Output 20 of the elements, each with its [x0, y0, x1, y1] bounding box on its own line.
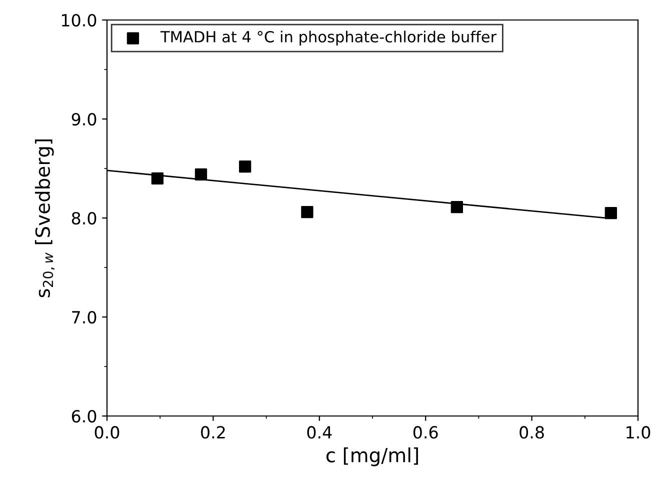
- point: [151, 172, 164, 184]
- point: [238, 160, 252, 173]
- y-tick-label: 7.0: [72, 310, 96, 324]
- x-tick-label: 0.6: [413, 426, 438, 439]
- x-tick-label: 0.2: [201, 426, 225, 439]
- x-tick-label: 0.0: [94, 426, 120, 439]
- x-tick-label: 0.8: [520, 426, 544, 439]
- point: [450, 201, 464, 214]
- point: [301, 206, 314, 218]
- y-tick-label: 6.0: [72, 410, 96, 423]
- y-tick-label: 9.0: [72, 112, 96, 126]
- x-tick-label: 0.4: [307, 426, 332, 439]
- y-tick-label: 10.0: [62, 14, 96, 27]
- legend-label: TMADH at 4 °C in phosphate-chloride buffer: [160, 30, 497, 46]
- y-axis-title: s$_{20,w}$ [Svedberg]: [34, 140, 55, 298]
- point: [604, 206, 617, 220]
- point: [194, 168, 208, 181]
- x-tick-label: 1.0: [626, 426, 650, 439]
- x-axis-title: c [mg/ml]: [326, 447, 418, 466]
- y-tick-label: 8.0: [72, 212, 96, 225]
